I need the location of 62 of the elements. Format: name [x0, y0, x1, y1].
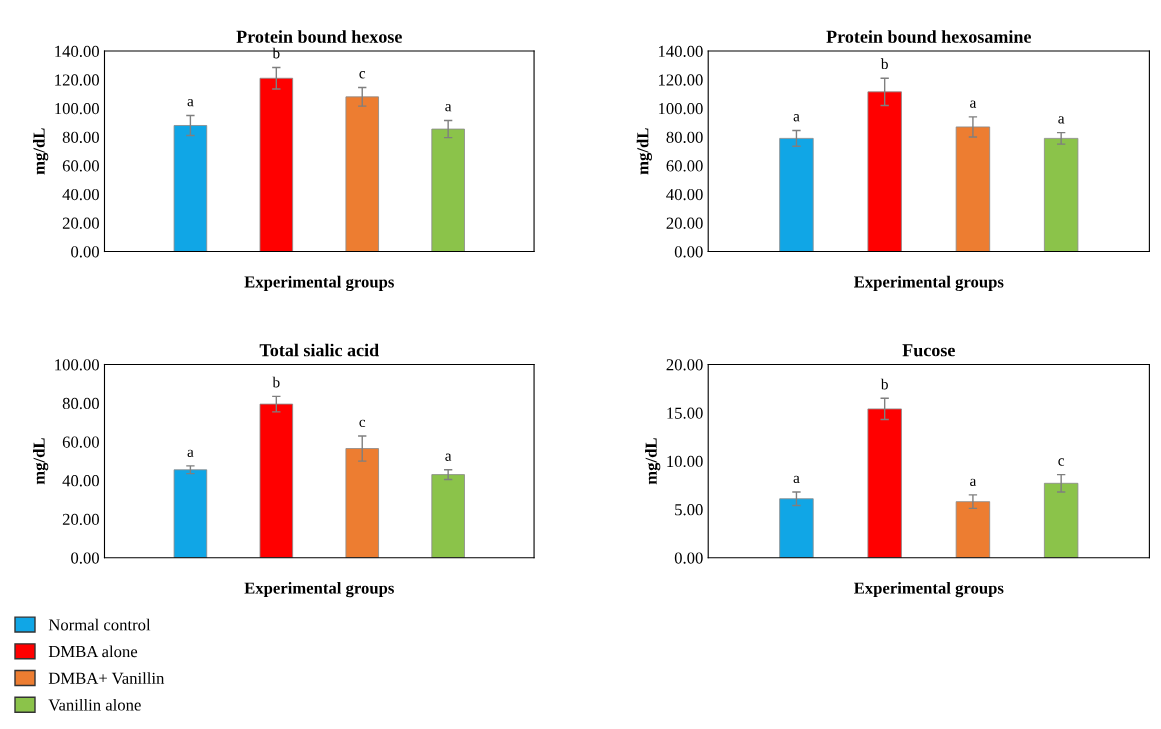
y-tick-label: 0.00: [674, 246, 703, 258]
bar: [1043, 137, 1079, 252]
y-tick-label: 20.00: [666, 217, 703, 229]
y-tick-label: 60.00: [62, 160, 99, 172]
y-tick-label: 15.00: [667, 407, 703, 419]
chart-title: Protein bound hexosamine: [826, 30, 1032, 43]
y-tick-label: 0.00: [71, 552, 99, 564]
y-tick-label: 40.00: [62, 188, 99, 201]
bar: [431, 474, 465, 558]
y-axis-title: mg/dL: [33, 128, 49, 175]
data-label: c: [359, 71, 366, 79]
legend-label: DMBA+ Vanillin: [48, 672, 165, 684]
y-tick-label: 80.00: [666, 131, 703, 143]
y-axis-title: mg/dL: [33, 438, 49, 485]
bar: [173, 469, 208, 558]
x-axis-title: Experimental groups: [854, 581, 1004, 598]
chart-title: Fucose: [902, 344, 955, 357]
y-tick-label: 80.00: [62, 131, 99, 143]
y-tick-label: 10.00: [667, 455, 703, 468]
data-label: c: [1058, 458, 1065, 466]
data-label: a: [187, 99, 194, 107]
data-label: a: [187, 449, 194, 458]
y-tick-label: 100.00: [55, 359, 99, 371]
chart-title: Total sialic acid: [259, 343, 379, 357]
data-label: c: [359, 419, 366, 428]
y-tick-label: 60.00: [62, 436, 99, 448]
y-tick-label: 80.00: [62, 397, 99, 410]
y-tick-label: 0.00: [674, 552, 703, 564]
y-tick-label: 140.00: [55, 45, 99, 58]
y-axis-title: mg/dL: [636, 128, 652, 175]
data-label: a: [793, 475, 800, 484]
data-label: a: [445, 104, 452, 112]
y-tick-label: 20.00: [666, 359, 703, 371]
legend-label: Vanillin alone: [48, 698, 141, 711]
y-tick-label: 140.00: [658, 45, 703, 58]
y-tick-label: 40.00: [62, 475, 99, 487]
data-label: b: [272, 47, 280, 59]
legend-label: DMBA alone: [48, 645, 138, 658]
data-label: a: [970, 478, 977, 486]
y-tick-label: 20.00: [62, 217, 99, 229]
x-axis-title: Experimental groups: [854, 275, 1004, 292]
data-label: a: [970, 100, 977, 108]
data-label: b: [272, 376, 280, 388]
x-axis-title: Experimental groups: [244, 581, 394, 598]
data-label: b: [880, 378, 888, 390]
data-label: b: [880, 58, 888, 70]
data-label: a: [445, 453, 452, 461]
y-tick-label: 60.00: [666, 160, 703, 172]
y-tick-label: 20.00: [62, 513, 99, 526]
x-axis-title: Experimental groups: [244, 275, 394, 292]
data-label: a: [793, 114, 800, 122]
data-label: a: [1058, 116, 1065, 124]
y-tick-label: 100.00: [658, 103, 703, 115]
y-tick-label: 120.00: [658, 74, 703, 86]
y-tick-label: 5.00: [675, 504, 703, 516]
legend-label: Normal control: [48, 618, 151, 631]
chart-title: Protein bound hexose: [236, 30, 402, 43]
y-tick-label: 40.00: [666, 188, 703, 201]
y-tick-label: 120.00: [55, 74, 99, 86]
y-tick-label: 0.00: [71, 246, 99, 258]
y-tick-label: 100.00: [55, 103, 99, 115]
y-axis-title: mg/dL: [645, 438, 661, 485]
